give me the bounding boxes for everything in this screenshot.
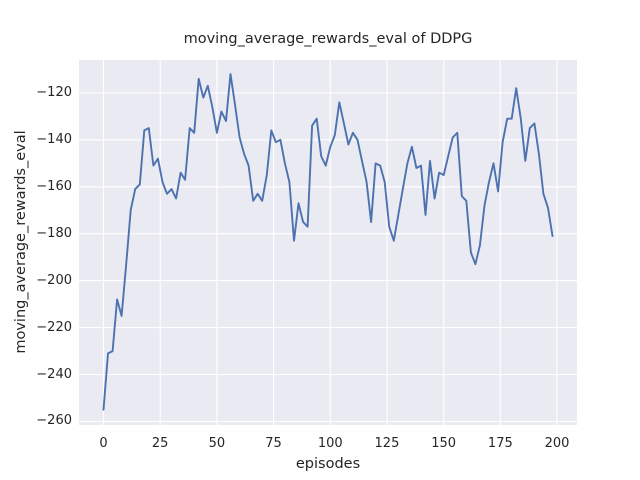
y-tick-label: −160: [36, 178, 72, 194]
y-tick-label: −260: [36, 413, 72, 429]
x-tick-label: 125: [374, 436, 400, 451]
x-tick-label: 25: [151, 436, 169, 451]
y-tick-label: −220: [36, 319, 72, 335]
x-tick-label: 50: [208, 436, 226, 451]
x-tick-label: 75: [265, 436, 282, 451]
y-tick-label: −200: [36, 272, 72, 288]
y-tick-label: −120: [36, 84, 72, 100]
x-tick-label: 150: [431, 436, 457, 451]
chart-title: moving_average_rewards_eval of DDPG: [183, 31, 473, 47]
x-tick-label: 200: [544, 436, 570, 451]
y-tick-label: −240: [36, 366, 72, 382]
line-chart: [79, 60, 577, 425]
y-tick-label: −140: [36, 131, 72, 147]
x-axis-label: episodes: [295, 456, 361, 472]
y-tick-label: −180: [36, 225, 72, 241]
x-tick-label: 0: [99, 436, 108, 451]
plot-area: [79, 60, 577, 425]
x-tick-label: 175: [487, 436, 513, 451]
reward-line: [102, 73, 554, 411]
x-tick-label: 100: [317, 436, 343, 451]
